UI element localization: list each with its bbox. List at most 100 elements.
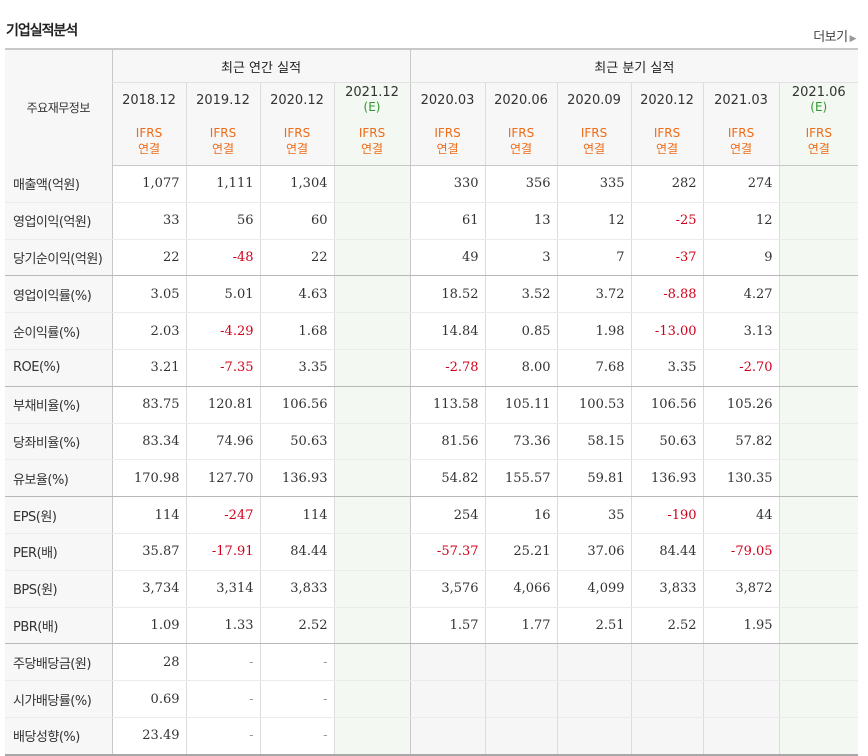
value-cell: 18.52 (409, 275, 486, 314)
quarterly-group-header: 최근 분기 실적 (409, 48, 859, 83)
value-cell: 12 (702, 202, 780, 240)
value-cell: 3.35 (630, 349, 704, 387)
value-cell: -2.78 (409, 349, 486, 387)
ifrs-row: IFRS 연결 IFRS 연결 IFRS 연결 IFRS 연결 IFRS 연결 IFRS 연결 IFRS… (5, 117, 859, 166)
value-cell: 136.93 (630, 459, 704, 498)
period-header: 2021.06 (E) (778, 82, 859, 117)
table-row: 순이익률(%) 2.03 -4.29 1.68 14.84 0.85 1.98 -13.00 3… (5, 312, 859, 350)
value-cell: 0.85 (484, 312, 558, 350)
value-cell: - (185, 643, 260, 682)
ifrs-standard: IFRS (507, 126, 535, 140)
value-cell: 2.52 (259, 607, 334, 645)
value-cell: -37 (630, 239, 704, 277)
value-cell: 1.98 (556, 312, 632, 350)
value-cell: 16 (484, 496, 558, 534)
value-cell (556, 643, 632, 682)
value-cell: 7 (556, 239, 632, 277)
value-cell (409, 680, 486, 718)
value-cell: 14.84 (409, 312, 486, 350)
value-cell: 254 (409, 496, 486, 534)
value-cell: -13.00 (630, 312, 704, 350)
value-cell: 28 (111, 643, 186, 682)
value-cell: 22 (259, 239, 334, 277)
more-label: 더보기 (813, 30, 848, 45)
ifrs-standard: IFRS (283, 126, 311, 140)
value-cell (778, 312, 859, 350)
value-cell (333, 717, 411, 756)
value-cell: 33 (111, 202, 186, 240)
table-row: 배당성향(%) 23.49- - (5, 717, 859, 756)
value-cell: 23.49 (111, 717, 186, 756)
table-row: ROE(%) 3.21 -7.35 3.35 -2.78 8.00 7.68 3.35 -2.7… (5, 349, 859, 387)
period-header: 2020.09 (556, 82, 632, 117)
value-cell: -4.29 (185, 312, 260, 350)
value-cell: 3.05 (111, 275, 186, 314)
value-cell: 2.03 (111, 312, 186, 350)
period-header: 2020.03 (409, 82, 486, 117)
value-cell: 106.56 (630, 386, 704, 424)
row-label: 매출액(억원) (5, 165, 112, 203)
value-cell: - (185, 717, 260, 756)
value-cell (484, 680, 558, 718)
value-cell: 5.01 (185, 275, 260, 314)
value-cell: 49 (409, 239, 486, 277)
value-cell (333, 349, 411, 387)
ifrs-label: IFRS 연결 (111, 117, 186, 166)
period-date: 2019.12 (196, 92, 250, 108)
value-cell: 4.63 (259, 275, 334, 314)
value-cell: 58.15 (556, 423, 632, 461)
row-label: 순이익률(%) (5, 312, 112, 350)
value-cell: 60 (259, 202, 334, 240)
value-cell (702, 680, 780, 718)
value-cell: 2.51 (556, 607, 632, 645)
row-label: 배당성향(%) (5, 717, 112, 756)
value-cell: 1.57 (409, 607, 486, 645)
period-header: 2020.12 (259, 82, 334, 117)
consolidation-basis: 연결 (655, 142, 679, 156)
consolidation-basis: 연결 (729, 142, 753, 156)
value-cell (778, 643, 859, 682)
value-cell: 335 (556, 165, 632, 203)
row-label: ROE(%) (5, 349, 112, 387)
period-header: 2018.12 (111, 82, 186, 117)
value-cell (409, 643, 486, 682)
value-cell (778, 459, 859, 498)
consolidation-basis: 연결 (436, 142, 459, 156)
value-cell: 282 (630, 165, 704, 203)
chevron-right-icon: ▶ (849, 34, 857, 44)
value-cell: 84.44 (630, 533, 704, 571)
period-header: 2019.12 (185, 82, 260, 117)
table-row: 영업이익률(%) 3.05 5.01 4.63 18.52 3.52 3.72 -8.88 4.… (5, 275, 859, 314)
ifrs-label: IFRS 연결 (259, 117, 334, 166)
value-cell: 3,314 (185, 570, 260, 608)
value-cell: 22 (111, 239, 186, 277)
period-date: 2020.12 (640, 92, 694, 108)
value-cell: 120.81 (185, 386, 260, 424)
more-link[interactable]: 더보기 ▶ (813, 26, 856, 45)
value-cell: 3,833 (630, 570, 704, 608)
value-cell: -79.05 (702, 533, 780, 571)
value-cell: 35 (556, 496, 632, 534)
value-cell (778, 423, 859, 461)
value-cell: 59.81 (556, 459, 632, 498)
ifrs-label: IFRS 연결 (630, 117, 704, 166)
value-cell: 50.63 (259, 423, 334, 461)
financial-rows: 매출액(억원) 1,077 1,111 1,304 330 356 335 282 274 영업이… (5, 165, 859, 756)
value-cell: - (259, 643, 334, 682)
value-cell (630, 643, 704, 682)
table-row: 매출액(억원) 1,077 1,111 1,304 330 356 335 282 274 (5, 165, 859, 203)
estimate-marker: (E) (810, 100, 828, 114)
ifrs-standard: IFRS (580, 126, 608, 140)
section-title: 기업실적분석 (6, 23, 78, 39)
value-cell: 7.68 (556, 349, 632, 387)
period-date: 2020.09 (567, 92, 621, 108)
table-row: 시가배당률(%) 0.69- - (5, 680, 859, 718)
value-cell: 3,576 (409, 570, 486, 608)
table-row: 당기순이익(억원) 22 -48 22 49 3 7 -37 9 (5, 239, 859, 277)
table-row: BPS(원) 3,734 3,314 3,833 3,576 4,066 4,099 3,83… (5, 570, 859, 608)
value-cell: 74.96 (185, 423, 260, 461)
row-label: PER(배) (5, 533, 112, 571)
value-cell (333, 459, 411, 498)
table-row: EPS(원) 114 -247 114 254 16 35 -190 44 (5, 496, 859, 534)
ifrs-label: IFRS 연결 (333, 117, 411, 166)
